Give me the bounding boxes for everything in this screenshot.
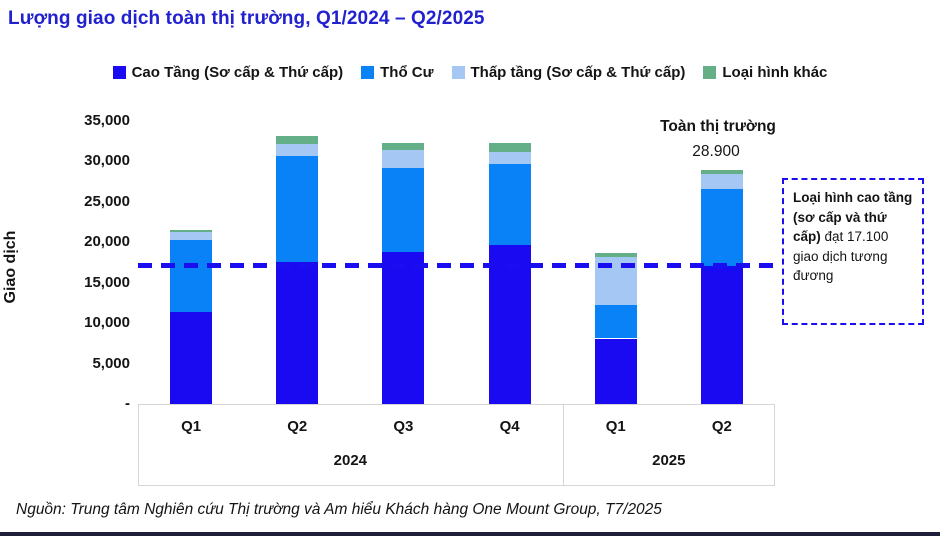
legend-swatch-icon [451,66,465,79]
bar-segment-Q4-s3 [488,151,531,164]
legend-label: Thổ Cư [380,64,434,81]
y-tick-label: 25,000 [84,192,130,210]
bar-segment-Q1-s4 [170,230,213,232]
y-tick-label: 5,000 [92,354,130,372]
x-axis-quarter-label: Q2 [711,418,732,435]
bar-segment-Q3-s2 [382,167,425,252]
legend: Cao Tầng (Sơ cấp & Thứ cấp) Thổ Cư Thấp tầ… [0,64,940,81]
note-box-bold-text: Loại hình cao tầng (sơ cấp và thứ cấp) [793,190,913,245]
legend-label: Thấp tầng (Sơ cấp & Thứ cấp) [470,64,686,81]
bar-segment-Q4-s4 [488,142,531,152]
legend-item-3: Thấp tầng (Sơ cấp & Thứ cấp) [451,64,686,81]
legend-label: Cao Tầng (Sơ cấp & Thứ cấp) [131,64,344,81]
legend-item-4: Loại hình khác [703,64,827,81]
x-axis-year-label: 2024 [333,452,368,469]
bar-segment-Q2-s1 [276,261,319,404]
bar-segment-Q1-s3 [170,231,213,240]
bar-segment-Q1-s1 [594,338,637,404]
bar-segment-Q4-s2 [488,163,531,245]
chart-title: Lượng giao dịch toàn thị trường, Q1/2024… [8,8,485,29]
annotation-value: 28.900 [692,143,740,160]
y-tick-label: - [125,395,130,412]
bottom-rule-line [0,532,940,536]
reference-dashed-line [138,263,782,269]
bar-segment-Q1-s2 [594,304,637,339]
x-axis-quarter-label: Q3 [393,418,414,435]
y-tick-label: 10,000 [84,314,130,332]
bar-segment-Q2-s4 [276,135,319,144]
legend-swatch-icon [361,66,375,79]
bar-segment-Q2-s4 [700,170,743,175]
bar-segment-Q3-s1 [382,251,425,404]
source-line: Nguồn: Trung tâm Nghiên cứu Thị trường v… [16,501,662,518]
axis-group-divider [562,404,565,486]
x-axis-quarter-label: Q1 [605,418,626,435]
bar-segment-Q4-s1 [488,244,531,404]
bar-segment-Q1-s1 [170,311,213,404]
legend-item-2: Thổ Cư [361,64,434,81]
legend-label: Loại hình khác [722,64,828,81]
y-tick-label: 20,000 [84,233,130,251]
bar-segment-Q3-s3 [382,150,425,168]
bar-segment-Q2-s3 [700,174,743,189]
x-axis-box [138,404,775,486]
x-axis-quarter-label: Q2 [287,418,308,435]
x-axis-quarter-label: Q4 [499,418,520,435]
annotation-title: Toàn thị trường [660,118,776,135]
bar-segment-Q2-s1 [700,265,743,404]
bar-segment-Q1-s2 [170,239,213,312]
legend-swatch-icon [112,66,126,79]
y-tick-label: 35,000 [84,112,130,129]
bar-segment-Q2-s2 [700,188,743,266]
legend-item-1: Cao Tầng (Sơ cấp & Thứ cấp) [112,64,344,81]
y-tick-label: 30,000 [84,152,130,170]
bar-segment-Q1-s4 [594,252,637,257]
bar-segment-Q3-s4 [382,142,425,151]
note-box: Loại hình cao tầng (sơ cấp và thứ cấp) đ… [782,178,924,325]
bar-segment-Q2-s3 [276,143,319,156]
y-tick-label: 15,000 [84,273,130,291]
note-box-rest-text: đạt 17.100 giao dịch tương đương [793,229,889,284]
bar-segment-Q2-s2 [276,155,319,262]
x-axis-year-label: 2025 [652,452,686,469]
legend-swatch-icon [703,66,717,79]
x-axis-quarter-label: Q1 [181,418,202,435]
